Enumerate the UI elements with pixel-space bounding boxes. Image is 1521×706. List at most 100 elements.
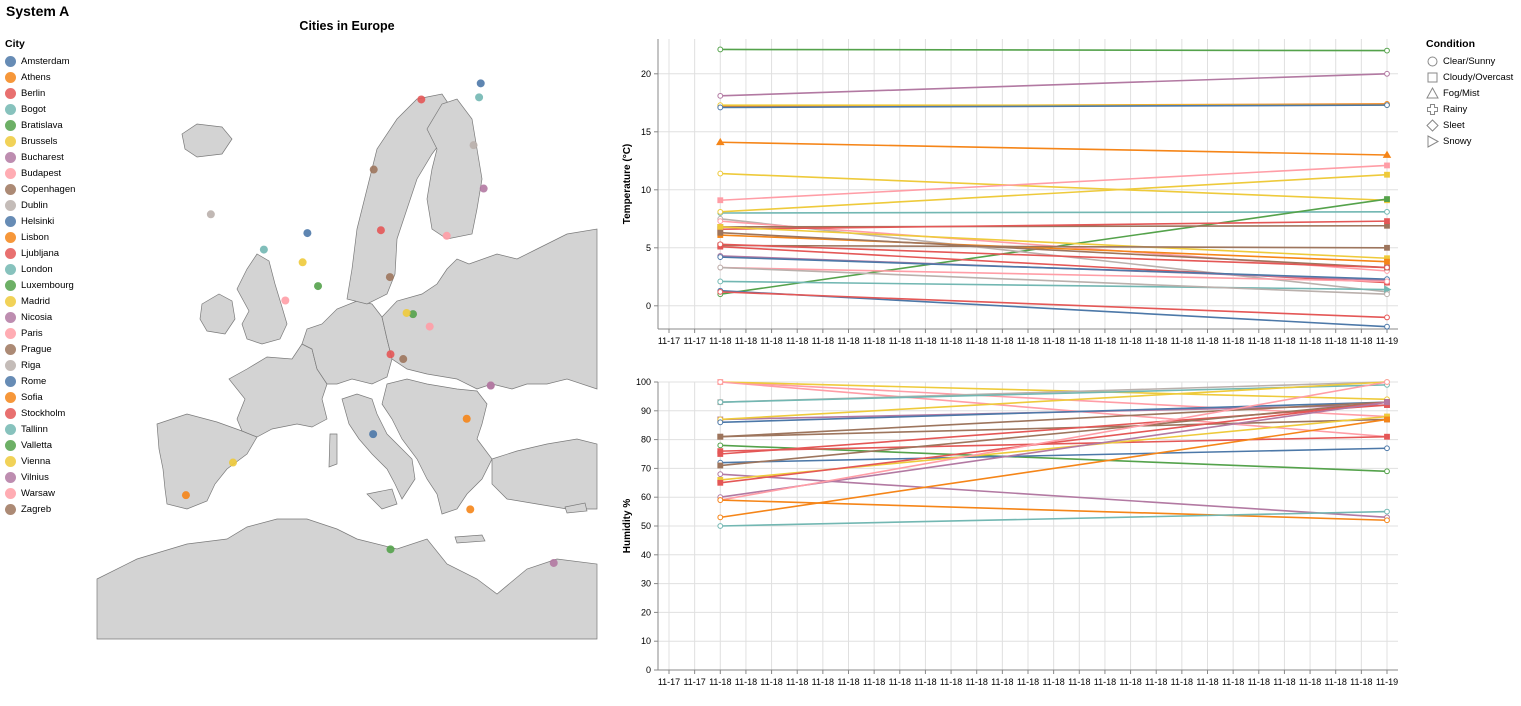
y-tick-label: 80 <box>641 435 651 445</box>
x-tick-label: 11-18 <box>1094 336 1116 346</box>
city-legend-item[interactable]: Riga <box>5 357 75 373</box>
country-shape <box>491 438 598 510</box>
x-tick-label: 11-18 <box>735 677 757 687</box>
data-point <box>717 104 724 111</box>
condition-legend-item[interactable]: Sleet <box>1426 117 1513 133</box>
city-point: Tallinn <box>475 93 484 102</box>
city-legend-item[interactable]: Amsterdam <box>5 53 75 69</box>
legend-label: London <box>21 263 53 275</box>
triangle-right-icon <box>1427 134 1440 148</box>
series-line: Brussels <box>720 381 1388 421</box>
europe-map[interactable]: Amsterdam Athens Berlin Bratislava Brussels B… <box>96 39 598 640</box>
city-legend-item[interactable]: Dublin <box>5 197 75 213</box>
condition-legend-item[interactable]: Clear/Sunny <box>1426 53 1513 69</box>
legend-shape <box>1427 103 1438 115</box>
city-legend-item[interactable]: Vilnius <box>5 469 75 485</box>
x-tick-label: 11-18 <box>1145 336 1167 346</box>
city-legend-item[interactable]: Stockholm <box>5 405 75 421</box>
series: ParisMadridBudapestDublinLondonBucharest… <box>717 379 1390 529</box>
city-legend-item[interactable]: Copenhagen <box>5 181 75 197</box>
x-tick-label: 11-18 <box>812 677 834 687</box>
data-point <box>717 451 724 457</box>
legend-label: Sofia <box>21 391 43 403</box>
condition-legend-item[interactable]: Fog/Mist <box>1426 85 1513 101</box>
legend-label: Valletta <box>21 439 52 451</box>
data-point <box>717 208 724 215</box>
x-tick-label: 11-18 <box>837 677 859 687</box>
x-tick-label: 11-18 <box>735 336 757 346</box>
legend-label: Bogot <box>21 103 46 115</box>
city-legend-item[interactable]: Bucharest <box>5 149 75 165</box>
city-legend-item[interactable]: Luxembourg <box>5 277 75 293</box>
legend-label: Dublin <box>21 199 48 211</box>
city-legend-item[interactable]: Madrid <box>5 293 75 309</box>
city-legend-item[interactable]: Budapest <box>5 165 75 181</box>
condition-legend-item[interactable]: Rainy <box>1426 101 1513 117</box>
x-tick-label: 11-18 <box>914 336 936 346</box>
legend-label: Helsinki <box>21 215 55 227</box>
country-shape <box>366 488 398 510</box>
series-line: Zagreb <box>720 401 1388 438</box>
city-legend-item[interactable]: Vienna <box>5 453 75 469</box>
city-legend-item[interactable]: Helsinki <box>5 213 75 229</box>
y-tick-label: 5 <box>646 243 651 253</box>
series-line: Lisbon <box>720 499 1388 522</box>
legend-shape <box>1426 86 1439 98</box>
city-legend-item[interactable]: Prague <box>5 341 75 357</box>
series-line: Copenhagen <box>720 418 1388 438</box>
country-shape <box>236 253 288 345</box>
data-point <box>1384 323 1390 330</box>
circle-icon <box>1427 56 1438 66</box>
data-point <box>717 46 724 53</box>
city-legend-item[interactable]: Brussels <box>5 133 75 149</box>
city-legend-item[interactable]: Berlin <box>5 85 75 101</box>
x-tick-label: 11-18 <box>1350 677 1372 687</box>
series-line: London <box>720 211 1388 214</box>
city-legend-item[interactable]: Tallinn <box>5 421 75 437</box>
city-legend-item[interactable]: Zagreb <box>5 501 75 517</box>
city-legend-item[interactable]: Lisbon <box>5 229 75 245</box>
x-tick-label: 11-18 <box>786 677 808 687</box>
legend-label: Warsaw <box>21 487 55 499</box>
condition-legend-item[interactable]: Snowy <box>1426 133 1513 149</box>
city-legend-item[interactable]: Bogot <box>5 101 75 117</box>
y-tick-label: 0 <box>646 301 651 311</box>
condition-legend-items: Clear/Sunny Cloudy/Overcast Fog/Mist Rainy S… <box>1426 53 1513 149</box>
city-legend-item[interactable]: Athens <box>5 69 75 85</box>
city-legend-item[interactable]: Warsaw <box>5 485 75 501</box>
legend-shape <box>1427 72 1438 82</box>
city-legend-item[interactable]: Rome <box>5 373 75 389</box>
city-legend-item[interactable]: Valletta <box>5 437 75 453</box>
condition-legend-item[interactable]: Cloudy/Overcast <box>1426 69 1513 85</box>
data-point <box>1384 264 1390 271</box>
map-title: Cities in Europe <box>299 19 395 33</box>
series-line: Paris <box>720 381 1388 418</box>
x-tick-label: 11-18 <box>940 336 962 346</box>
city-legend: City Amsterdam Athens Berlin Bogot Bratislav… <box>5 38 75 517</box>
city-legend-item[interactable]: Sofia <box>5 389 75 405</box>
system-title: System A <box>6 3 70 19</box>
data-point <box>716 137 725 146</box>
city-legend-items: Amsterdam Athens Berlin Bogot Bratislava Brus… <box>5 53 75 517</box>
city-point: Bratislava <box>409 310 418 319</box>
city-point: Berlin <box>376 226 385 235</box>
diamond-icon <box>1426 118 1439 132</box>
y-tick-label: 30 <box>641 579 651 589</box>
city-legend-item[interactable]: Ljubljana <box>5 245 75 261</box>
legend-label: Amsterdam <box>21 55 70 67</box>
series-line: Valletta <box>720 48 1388 52</box>
series-line: Stockholm <box>720 243 1388 269</box>
series-line: Vienna <box>720 226 1388 260</box>
city-point: Riga <box>469 141 478 150</box>
city-legend-item[interactable]: Bratislava <box>5 117 75 133</box>
legend-swatch <box>5 471 16 483</box>
data-point <box>717 471 724 478</box>
city-legend-item[interactable]: London <box>5 261 75 277</box>
x-tick-label: 11-17 <box>658 336 680 346</box>
series-line: Helsinki <box>720 447 1388 464</box>
city-legend-item[interactable]: Paris <box>5 325 75 341</box>
x-tick-label: 11-18 <box>1196 677 1218 687</box>
city-legend-item[interactable]: Nicosia <box>5 309 75 325</box>
